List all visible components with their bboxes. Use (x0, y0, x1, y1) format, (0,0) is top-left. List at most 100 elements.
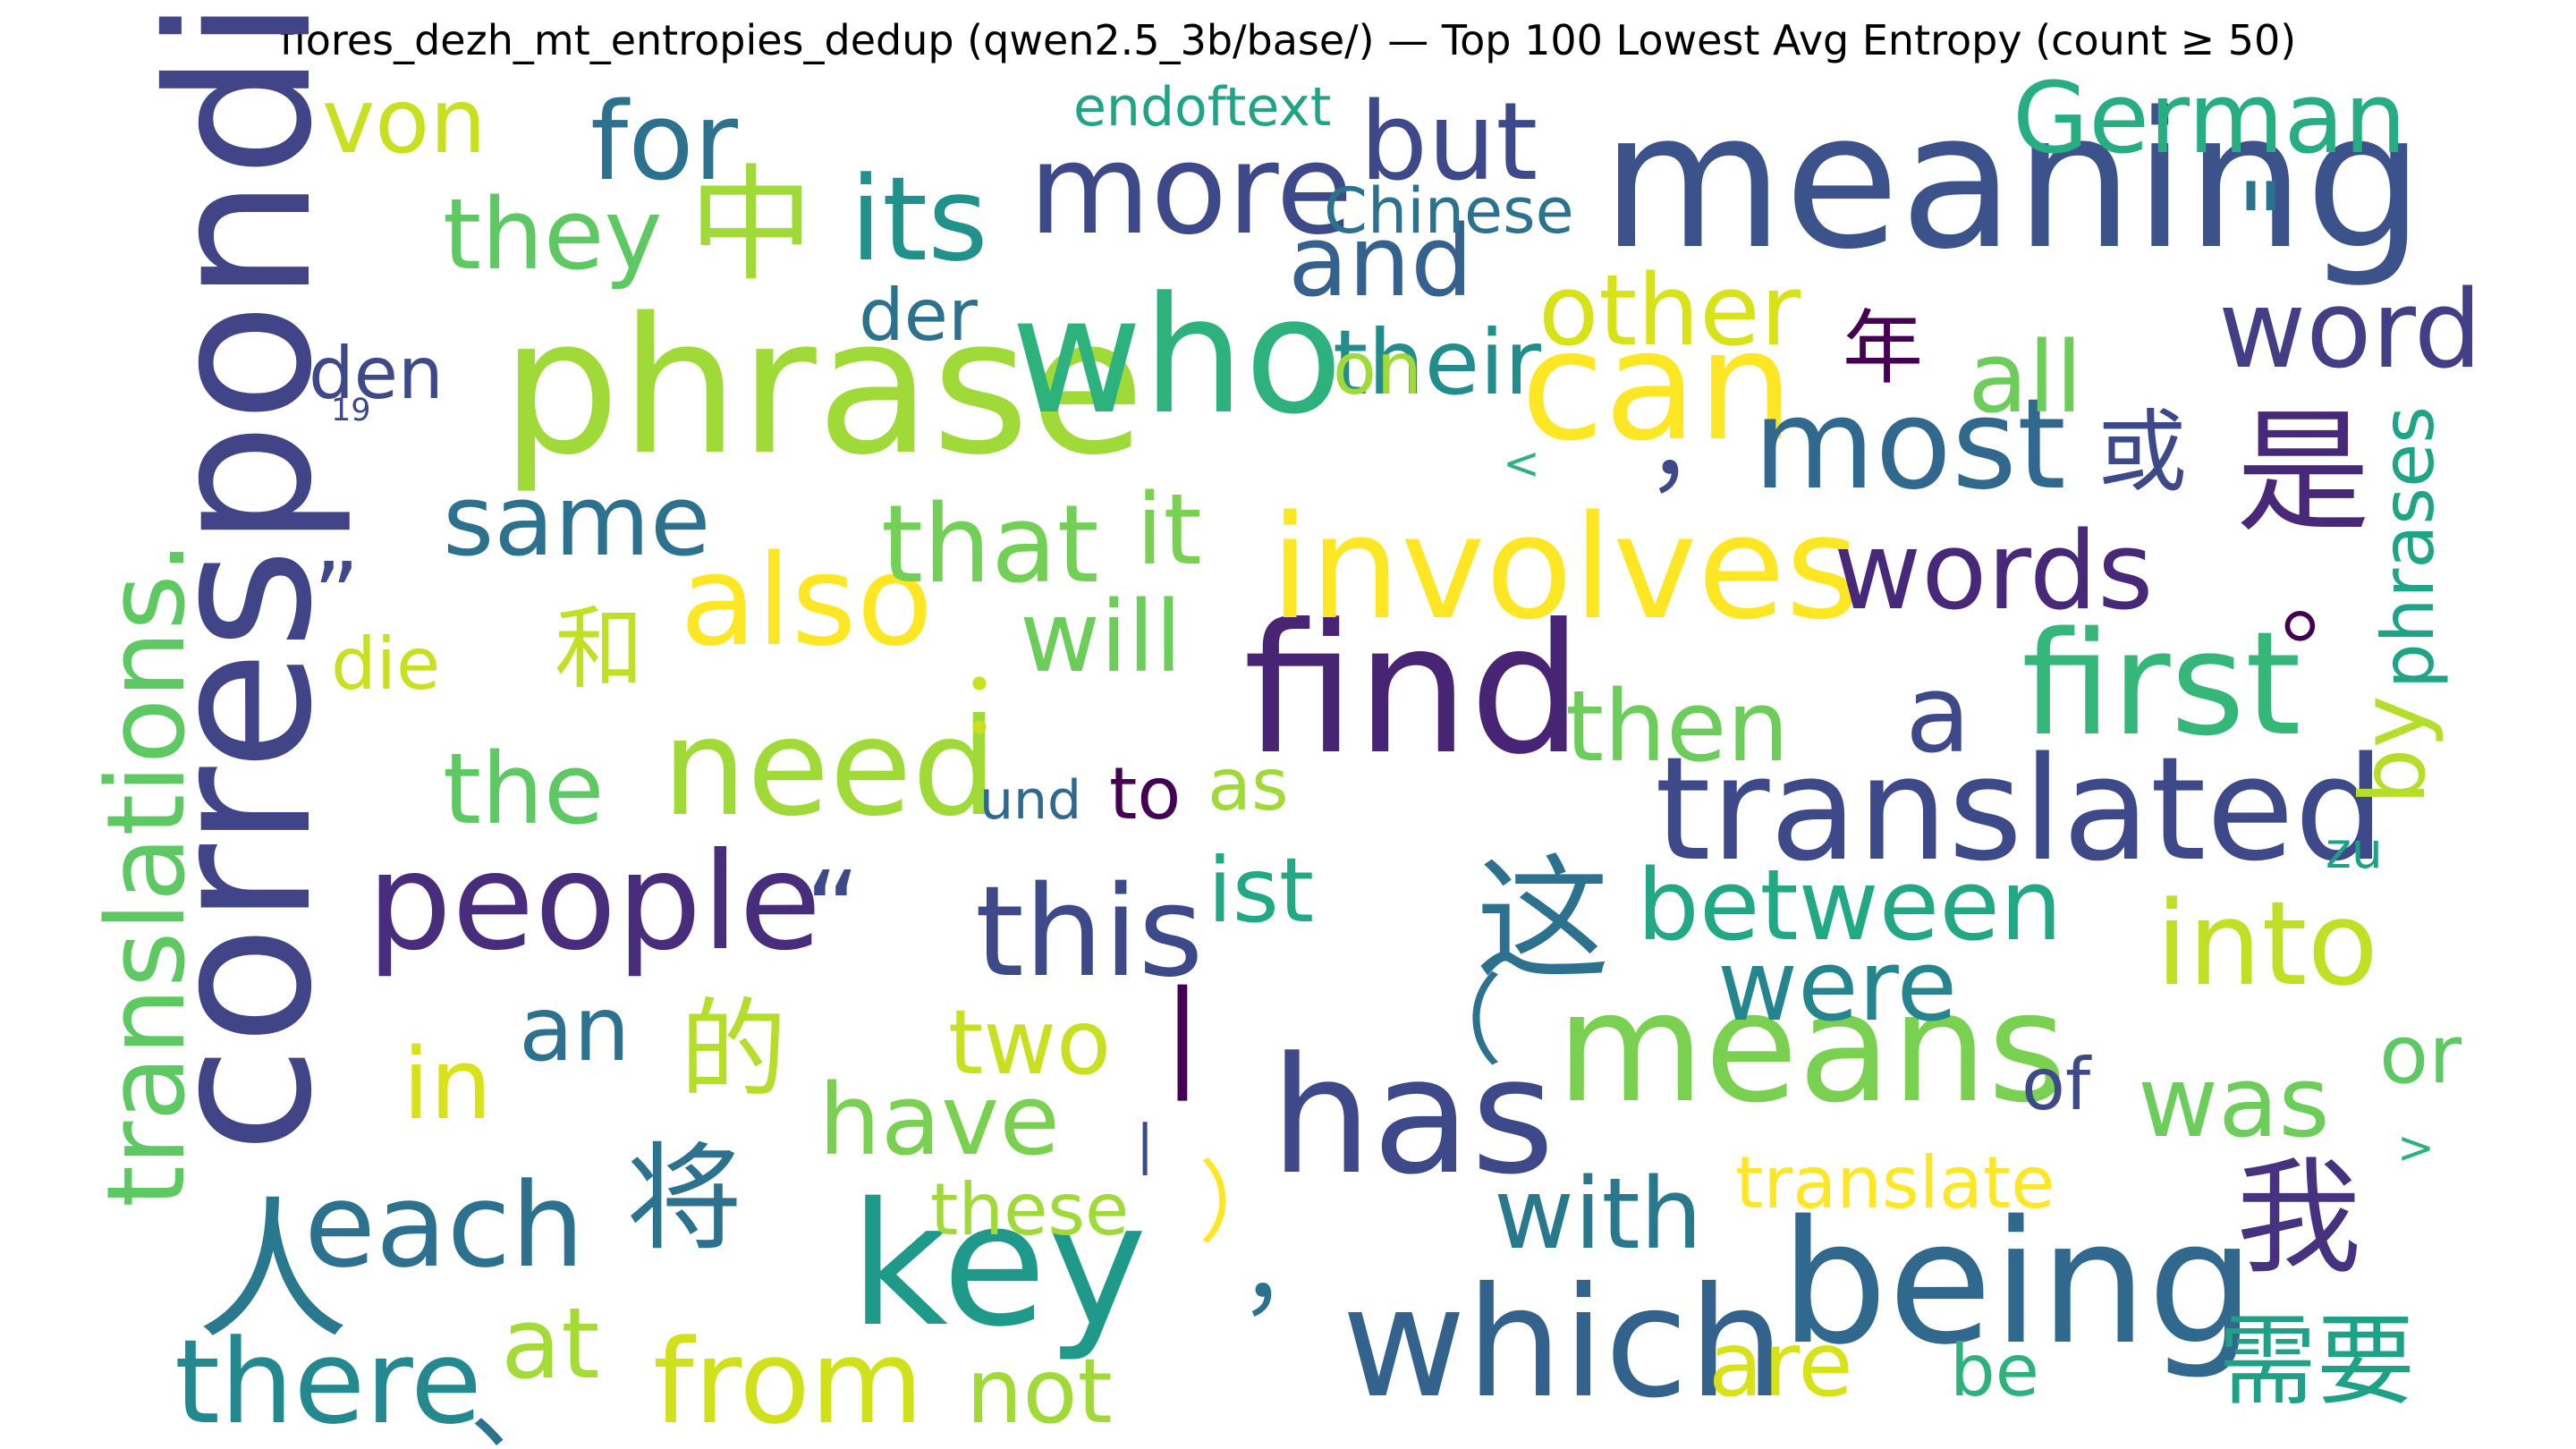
word-then: then (1565, 669, 1789, 784)
word-symbol-32: 的 (680, 988, 787, 1113)
word-der: der (859, 274, 978, 357)
word-chinese: Chinese (1324, 174, 1574, 248)
word-with: with (1494, 1157, 1702, 1271)
word-into: into (2156, 876, 2378, 1012)
word-each: each (304, 1157, 585, 1293)
word-at: at (501, 1286, 600, 1401)
word-symbol-95: | (1163, 965, 1202, 1101)
word-und: und (979, 769, 1081, 832)
word-by: by (2341, 695, 2445, 805)
word-it: it (1136, 472, 1202, 587)
word-their: their (1333, 310, 1542, 415)
word-symbol-18: 人 (197, 1183, 349, 1360)
word-need: need (662, 691, 997, 846)
word-german: German (2012, 61, 2406, 175)
word-on: on (1333, 327, 1422, 411)
word-was: was (2138, 1045, 2330, 1159)
word-symbol-93: ） (1199, 1151, 1288, 1256)
word-all: all (1968, 320, 2083, 435)
word-meaning: meaning (1601, 72, 2424, 291)
word-also: also (680, 529, 933, 674)
word-symbol-25: 中 (689, 153, 814, 299)
word-same: same (443, 463, 711, 578)
word-as: as (1208, 743, 1289, 826)
word-from: from (653, 1314, 924, 1449)
word-symbol-87: ” (313, 543, 360, 648)
word-symbol-78: 年 (1843, 301, 1923, 395)
word-an: an (519, 977, 631, 1081)
word-19: 19 (331, 393, 371, 428)
word-between: between (1637, 848, 2063, 962)
word-that: that (881, 483, 1099, 607)
word-were: were (1717, 928, 1957, 1043)
word-have: have (818, 1063, 1060, 1177)
word-are: are (1708, 1312, 1853, 1417)
word-ist: ist (1208, 838, 1314, 943)
word-for: for (590, 80, 739, 205)
word-symbol-85: " (2236, 161, 2285, 285)
word-symbol-20: 我 (2236, 1146, 2361, 1292)
word-translate: translate (1735, 1141, 2055, 1224)
word-be: be (1950, 1329, 2039, 1412)
word-its: its (850, 151, 988, 287)
word-von: von (322, 69, 487, 174)
word-will: will (1020, 580, 1182, 694)
word-symbol-86: “ (805, 850, 860, 974)
word-who: who (1011, 263, 1343, 450)
word-translations: translations. (85, 540, 209, 1208)
word-word: word (2218, 268, 2482, 393)
word-symbol-92: （ (1404, 964, 1503, 1079)
word-of: of (2021, 1043, 2092, 1126)
word-which: which (1342, 1255, 1784, 1432)
word-corresponding: corresponding (126, 0, 355, 1154)
word-symbol-17: 这 (1476, 843, 1610, 998)
word-they: they (443, 177, 663, 292)
word-to: to (1109, 752, 1181, 835)
word-symbol-19: 是 (2236, 395, 2370, 551)
word-symbol-89: ， (1239, 1215, 1337, 1329)
word-two: two (948, 990, 1111, 1095)
word-symbol-94: ： (957, 650, 1046, 755)
word-the: the (443, 732, 605, 846)
word-means: means (1556, 960, 2067, 1137)
word-more: more (1029, 117, 1353, 263)
word-symbol-31: 将 (626, 1131, 742, 1267)
word-can: can (1521, 298, 1793, 475)
word-being: being (1780, 1184, 2255, 1382)
word-die: die (331, 623, 440, 706)
word-symbol-91: 、 (470, 1349, 568, 1449)
word-symbol-58: 或 (2097, 400, 2187, 504)
word-endoftext: endoftext (1073, 76, 1331, 139)
word-and: and (1288, 204, 1473, 318)
word-not: not (966, 1339, 1113, 1444)
word-find: find (1243, 586, 1583, 794)
word-in: in (402, 1027, 492, 1141)
word-symbol-43: 需要 (2218, 1304, 2415, 1419)
word-most: most (1753, 372, 2066, 518)
word-involves: involves (1270, 484, 1860, 651)
word-key: key (850, 1166, 1148, 1364)
word-symbol-98: > (2397, 1122, 2435, 1174)
word-translated: translated (1655, 725, 2385, 893)
word-but: but (1360, 80, 1538, 205)
word-symbol-96: | (1136, 1114, 1154, 1176)
word-phrases: phrases (2367, 406, 2450, 689)
word-phrase: phrase (501, 277, 1145, 496)
word-first: first (2021, 600, 2301, 767)
word-zu: zu (2326, 822, 2383, 879)
word-a: a (1905, 653, 1971, 777)
word-this: this (975, 860, 1203, 1005)
word-symbol-57: 和 (555, 597, 644, 701)
word-symbol-97: < (1503, 437, 1540, 489)
word-symbol-88: ， (1646, 392, 1744, 506)
word-other: other (1538, 253, 1801, 368)
word-symbol-90: 。 (2281, 544, 2379, 658)
word-people: people (367, 825, 821, 980)
word-den: den (309, 332, 444, 415)
word-or: or (2379, 1008, 2462, 1102)
word-there: there (174, 1314, 482, 1449)
word-words: words (1834, 510, 2153, 634)
chart-title: flores_dezh_mt_entropies_dedup (qwen2.5_… (279, 16, 2297, 64)
word-these: these (930, 1168, 1129, 1251)
